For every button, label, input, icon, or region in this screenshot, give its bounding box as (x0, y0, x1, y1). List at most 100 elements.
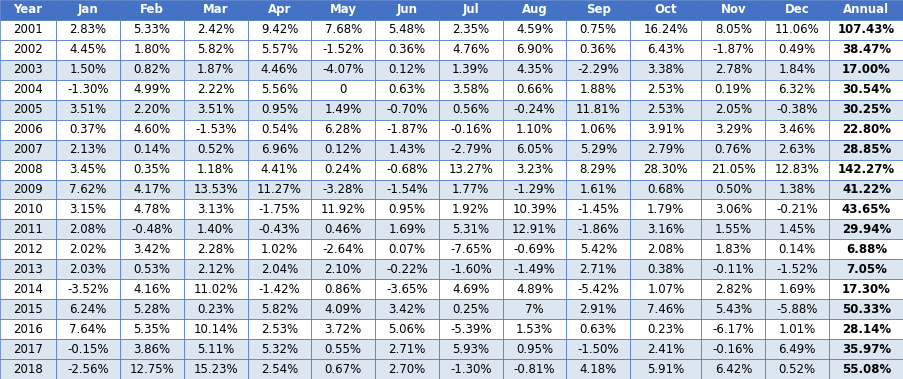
Text: -6.17%: -6.17% (712, 323, 753, 336)
Text: 6.05%: 6.05% (516, 143, 553, 156)
Bar (828, 339, 903, 359)
Text: -1.50%: -1.50% (577, 343, 619, 356)
Text: 0.19%: 0.19% (714, 83, 751, 96)
Bar (0, 240, 56, 259)
Text: Jun: Jun (396, 3, 417, 16)
Bar (247, 100, 311, 120)
Text: -7.65%: -7.65% (450, 243, 491, 256)
Bar (56, 120, 120, 139)
Bar (0, 359, 56, 379)
Text: 2.04%: 2.04% (261, 263, 298, 276)
Bar (828, 299, 903, 319)
Text: 2007: 2007 (14, 143, 43, 156)
Bar (120, 0, 183, 20)
Bar (183, 60, 247, 80)
Text: 4.41%: 4.41% (260, 163, 298, 176)
Bar (311, 80, 375, 100)
Text: 6.90%: 6.90% (516, 43, 553, 56)
Text: -0.11%: -0.11% (712, 263, 753, 276)
Bar (311, 299, 375, 319)
Text: 5.28%: 5.28% (134, 303, 171, 316)
Text: -1.52%: -1.52% (322, 43, 364, 56)
Bar (183, 259, 247, 279)
Text: 30.25%: 30.25% (841, 103, 890, 116)
Bar (566, 139, 629, 160)
Bar (502, 100, 566, 120)
Bar (828, 100, 903, 120)
Text: Apr: Apr (267, 3, 291, 16)
Text: 10.39%: 10.39% (512, 203, 556, 216)
Bar (502, 279, 566, 299)
Text: 0.63%: 0.63% (579, 323, 616, 336)
Text: 1.06%: 1.06% (579, 123, 616, 136)
Text: 2003: 2003 (14, 63, 43, 76)
Text: 0.56%: 0.56% (452, 103, 489, 116)
Bar (438, 319, 502, 339)
Text: 35.97%: 35.97% (841, 343, 890, 356)
Text: 4.76%: 4.76% (452, 43, 489, 56)
Text: 2.83%: 2.83% (70, 23, 107, 36)
Bar (701, 299, 764, 319)
Bar (438, 40, 502, 60)
Bar (502, 299, 566, 319)
Text: 0.66%: 0.66% (516, 83, 553, 96)
Bar (247, 180, 311, 199)
Text: 16.24%: 16.24% (643, 23, 687, 36)
Text: 0.95%: 0.95% (388, 203, 425, 216)
Text: 2009: 2009 (14, 183, 43, 196)
Bar (701, 199, 764, 219)
Text: Aug: Aug (521, 3, 547, 16)
Bar (828, 120, 903, 139)
Bar (629, 339, 701, 359)
Text: 3.29%: 3.29% (714, 123, 751, 136)
Text: 6.88%: 6.88% (845, 243, 886, 256)
Text: -1.29%: -1.29% (513, 183, 554, 196)
Bar (701, 139, 764, 160)
Text: 2.03%: 2.03% (70, 263, 107, 276)
Text: 2.53%: 2.53% (261, 323, 298, 336)
Bar (566, 339, 629, 359)
Text: -3.52%: -3.52% (68, 283, 108, 296)
Text: 9.42%: 9.42% (260, 23, 298, 36)
Bar (701, 259, 764, 279)
Bar (566, 80, 629, 100)
Text: 5.29%: 5.29% (579, 143, 616, 156)
Text: 2.08%: 2.08% (647, 243, 684, 256)
Text: -1.30%: -1.30% (68, 83, 108, 96)
Bar (311, 20, 375, 40)
Bar (375, 160, 438, 180)
Bar (701, 240, 764, 259)
Text: 2.70%: 2.70% (388, 363, 425, 376)
Bar (375, 259, 438, 279)
Bar (375, 80, 438, 100)
Text: Sep: Sep (585, 3, 610, 16)
Bar (764, 100, 828, 120)
Text: -0.16%: -0.16% (712, 343, 753, 356)
Bar (0, 199, 56, 219)
Bar (247, 219, 311, 240)
Text: 0.54%: 0.54% (261, 123, 298, 136)
Bar (56, 339, 120, 359)
Text: 2.79%: 2.79% (647, 143, 684, 156)
Bar (375, 339, 438, 359)
Bar (764, 319, 828, 339)
Text: 0.95%: 0.95% (516, 343, 553, 356)
Bar (247, 20, 311, 40)
Bar (375, 359, 438, 379)
Text: 2.53%: 2.53% (647, 103, 684, 116)
Bar (311, 259, 375, 279)
Bar (629, 80, 701, 100)
Bar (183, 20, 247, 40)
Bar (828, 319, 903, 339)
Text: -0.70%: -0.70% (386, 103, 427, 116)
Bar (502, 160, 566, 180)
Text: 1.53%: 1.53% (516, 323, 553, 336)
Text: 6.43%: 6.43% (647, 43, 684, 56)
Bar (438, 219, 502, 240)
Text: 1.50%: 1.50% (70, 63, 107, 76)
Text: 12.83%: 12.83% (774, 163, 818, 176)
Text: 2.91%: 2.91% (579, 303, 616, 316)
Bar (247, 259, 311, 279)
Text: 2017: 2017 (14, 343, 43, 356)
Text: -0.48%: -0.48% (131, 223, 172, 236)
